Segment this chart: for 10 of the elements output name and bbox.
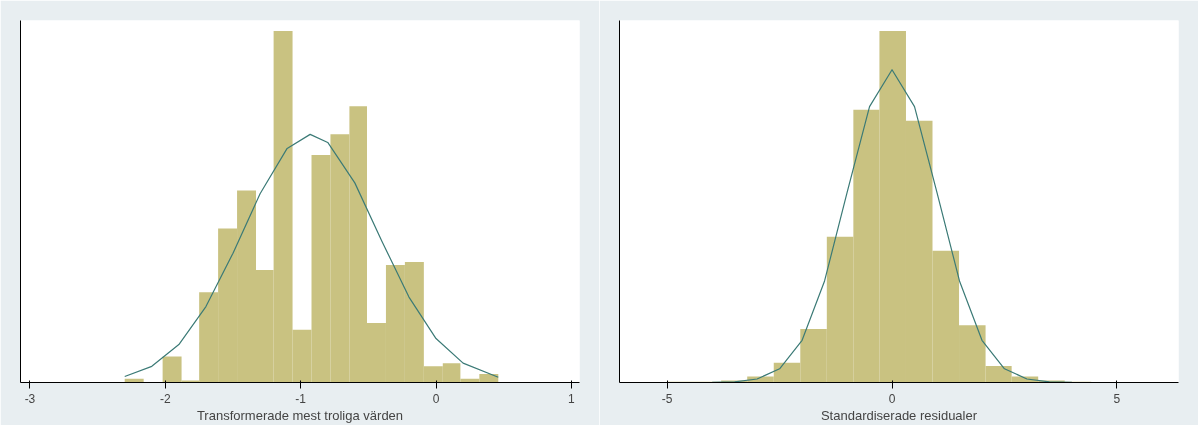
x-axis-title: Transformerade mest troliga värden [196, 407, 404, 423]
x-tick-label: 1 [568, 391, 576, 406]
x-tick-label: 0 [888, 391, 896, 406]
x-tick-label: -3 [24, 391, 36, 406]
x-tick-label: -5 [661, 391, 673, 406]
x-tick-label: 5 [1113, 391, 1121, 406]
x-tick-label: -2 [159, 391, 171, 406]
x-axis-title: Standardiserade residualer [820, 407, 978, 423]
x-tick-label: 0 [432, 391, 440, 406]
x-tick-label: -1 [295, 391, 307, 406]
